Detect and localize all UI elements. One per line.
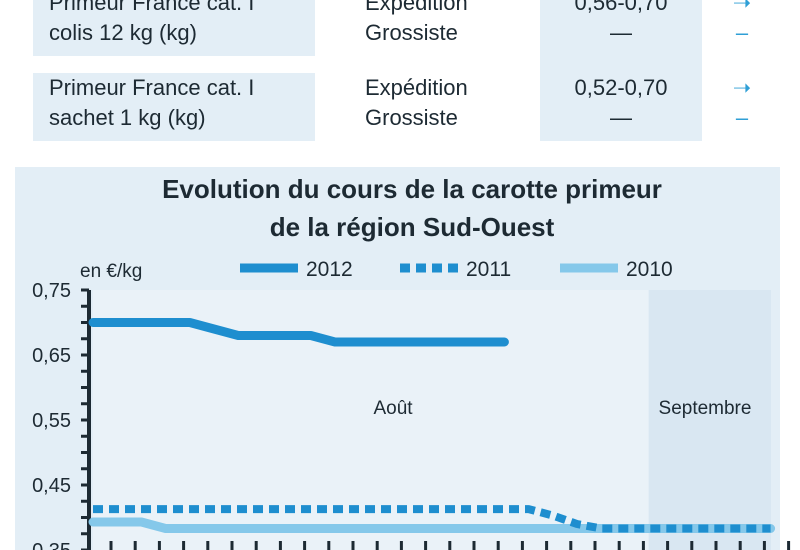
y-axis: 0,35 0,45 0,55 0,65 0,75 [32, 280, 91, 550]
price-grossiste: — [610, 105, 632, 130]
chart-legend: 2012 2011 2010 [240, 258, 673, 281]
product-name: Primeur France cat. I [49, 75, 255, 100]
legend-label: 2012 [306, 258, 353, 281]
trend-cell: ➝ – [704, 0, 780, 56]
legend-label: 2011 [466, 258, 511, 281]
table-row: Primeur France cat. I colis 12 kg (kg) E… [0, 0, 800, 56]
price-grossiste: — [610, 20, 632, 45]
product-packaging: sachet 1 kg (kg) [49, 105, 206, 130]
stage-grossiste: Grossiste [365, 20, 458, 45]
series-line-2011 [93, 505, 771, 533]
price-expedition: 0,56-0,70 [574, 0, 668, 15]
product-name: Primeur France cat. I [49, 0, 255, 15]
stage-grossiste: Grossiste [365, 105, 458, 130]
product-cell: Primeur France cat. I colis 12 kg (kg) [33, 0, 315, 56]
y-tick-label: 0,35 [32, 540, 71, 550]
y-axis-unit: en €/kg [80, 261, 142, 282]
period-label-august: Août [373, 398, 413, 419]
y-tick-label: 0,45 [32, 475, 71, 497]
price-expedition: 0,52-0,70 [574, 75, 668, 100]
table-row: Primeur France cat. I sachet 1 kg (kg) E… [0, 73, 800, 141]
trend-stable-arrow-icon: ➝ [732, 0, 752, 15]
x-axis [109, 541, 791, 550]
price-column-band [540, 56, 702, 73]
product-packaging: colis 12 kg (kg) [49, 20, 197, 45]
chart-title-line2: de la région Sud-Ouest [270, 212, 555, 242]
y-tick-label: 0,55 [32, 410, 71, 432]
trend-grossiste: – [735, 20, 749, 45]
product-cell: Primeur France cat. I sachet 1 kg (kg) [33, 73, 315, 141]
y-tick-label: 0,75 [32, 280, 71, 302]
stage-expedition: Expédition [365, 75, 468, 100]
stage-cell: Expédition Grossiste [349, 73, 537, 141]
price-cell: 0,56-0,70 — [540, 0, 702, 56]
price-cell: 0,52-0,70 — [540, 73, 702, 141]
chart-title-line1: Evolution du cours de la carotte primeur [162, 174, 662, 204]
trend-cell: ➝ – [704, 73, 780, 141]
y-tick-label: 0,65 [32, 345, 71, 367]
stage-expedition: Expédition [365, 0, 468, 15]
period-label-september: Septembre [659, 398, 752, 419]
trend-stable-arrow-icon: ➝ [732, 75, 752, 100]
september-band [648, 290, 771, 550]
series-layer [88, 318, 776, 533]
series-line-2012 [88, 318, 509, 347]
legend-label: 2010 [626, 258, 673, 281]
stage-cell: Expédition Grossiste [349, 0, 537, 56]
trend-grossiste: – [735, 105, 749, 130]
